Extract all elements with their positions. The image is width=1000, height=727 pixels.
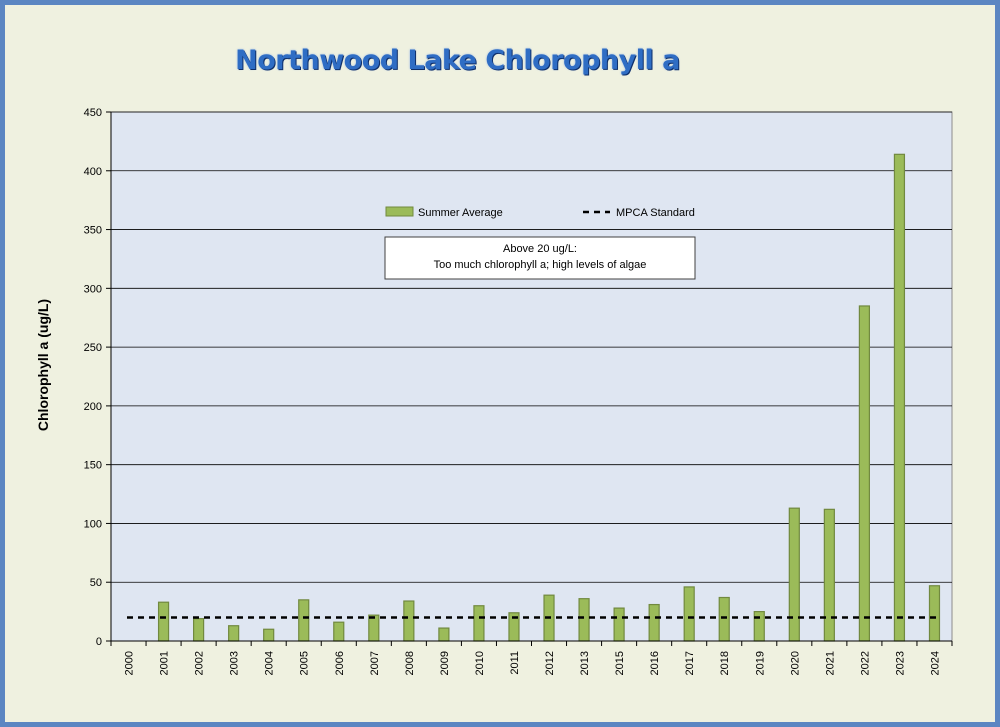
x-tick-label-2004: 2004 (264, 651, 276, 675)
bar-2015 (613, 607, 625, 642)
x-tick-label-2006: 2006 (334, 651, 346, 675)
x-tick-label-2007: 2007 (369, 651, 381, 675)
bars-layer (157, 153, 941, 642)
y-tick-label-50: 50 (90, 577, 102, 589)
x-tick-label-2008: 2008 (404, 651, 416, 675)
bar-2006 (333, 621, 345, 642)
bar-2007 (368, 614, 380, 642)
x-tick-label-2009: 2009 (439, 651, 451, 675)
bar-2013 (578, 598, 590, 642)
x-tick-label-2015: 2015 (614, 651, 626, 675)
bar-2022 (858, 305, 870, 642)
annotation-box: Above 20 ug/L: Too much chlorophyll a; h… (384, 236, 696, 280)
chart-title: Northwood Lake Chlorophyll a (235, 45, 680, 76)
y-tick-label-0: 0 (96, 636, 102, 648)
bar-2001 (157, 601, 170, 642)
y-tick-label-450: 450 (84, 107, 102, 119)
y-tick-label-350: 350 (84, 225, 102, 237)
x-tick-label-2024: 2024 (929, 651, 941, 675)
x-tick-label-2000: 2000 (124, 651, 136, 675)
x-tick-label-2010: 2010 (474, 651, 486, 675)
legend-label-mpca-standard: MPCA Standard (616, 207, 695, 219)
bar-2002 (193, 618, 205, 642)
grid-layer (110, 111, 953, 642)
bar-2019 (753, 611, 765, 642)
bar-2017 (683, 586, 695, 642)
x-tick-label-2003: 2003 (229, 651, 241, 675)
x-tick-label-2001: 2001 (159, 651, 171, 675)
x-tick-label-2016: 2016 (649, 651, 661, 675)
y-tick-label-400: 400 (84, 166, 102, 178)
bar-2020 (788, 507, 800, 642)
x-tick-label-2021: 2021 (824, 651, 836, 675)
x-tick-label-2005: 2005 (299, 651, 311, 675)
x-tick-label-2013: 2013 (579, 651, 591, 675)
bar-2005 (298, 599, 310, 642)
y-tick-label-200: 200 (84, 401, 102, 413)
x-tick-label-2019: 2019 (754, 651, 766, 675)
bar-2003 (228, 625, 240, 642)
legend-swatch-summer-average (385, 206, 414, 217)
x-tick-label-2011: 2011 (509, 651, 521, 675)
legend-label-summer-average: Summer Average (418, 207, 503, 219)
bar-2024 (928, 585, 941, 642)
bar-2010 (473, 605, 485, 642)
axes-layer: 0 50 100 150 200 250 300 350 400 450 2000 2001 2002 2… (84, 107, 953, 675)
y-axis-label: Chlorophyll a (ug/L) (35, 299, 51, 431)
plot-area (110, 111, 953, 642)
bar-2021 (823, 508, 835, 642)
x-tick-label-2023: 2023 (894, 651, 906, 675)
x-tick-label-2002: 2002 (194, 651, 206, 675)
y-tick-label-150: 150 (84, 460, 102, 472)
x-tick-label-2017: 2017 (684, 651, 696, 675)
legend: Summer Average MPCA Standard (385, 206, 695, 219)
annotation-line-1: Above 20 ug/L: (503, 243, 577, 255)
y-tick-label-100: 100 (84, 518, 102, 530)
bar-2004 (263, 628, 275, 642)
y-tick-label-300: 300 (84, 283, 102, 295)
bar-2023 (893, 153, 906, 642)
x-tick-label-2018: 2018 (719, 651, 731, 675)
x-tick-label-2022: 2022 (859, 651, 871, 675)
annotation-line-2: Too much chlorophyll a; high levels of a… (434, 259, 647, 271)
bar-2008 (403, 600, 415, 642)
bar-2018 (718, 596, 730, 642)
x-tick-label-2012: 2012 (544, 651, 556, 675)
x-tick-label-2020: 2020 (789, 651, 801, 675)
bar-2009 (438, 627, 450, 642)
bar-2016 (648, 603, 660, 642)
y-tick-label-250: 250 (84, 342, 102, 354)
